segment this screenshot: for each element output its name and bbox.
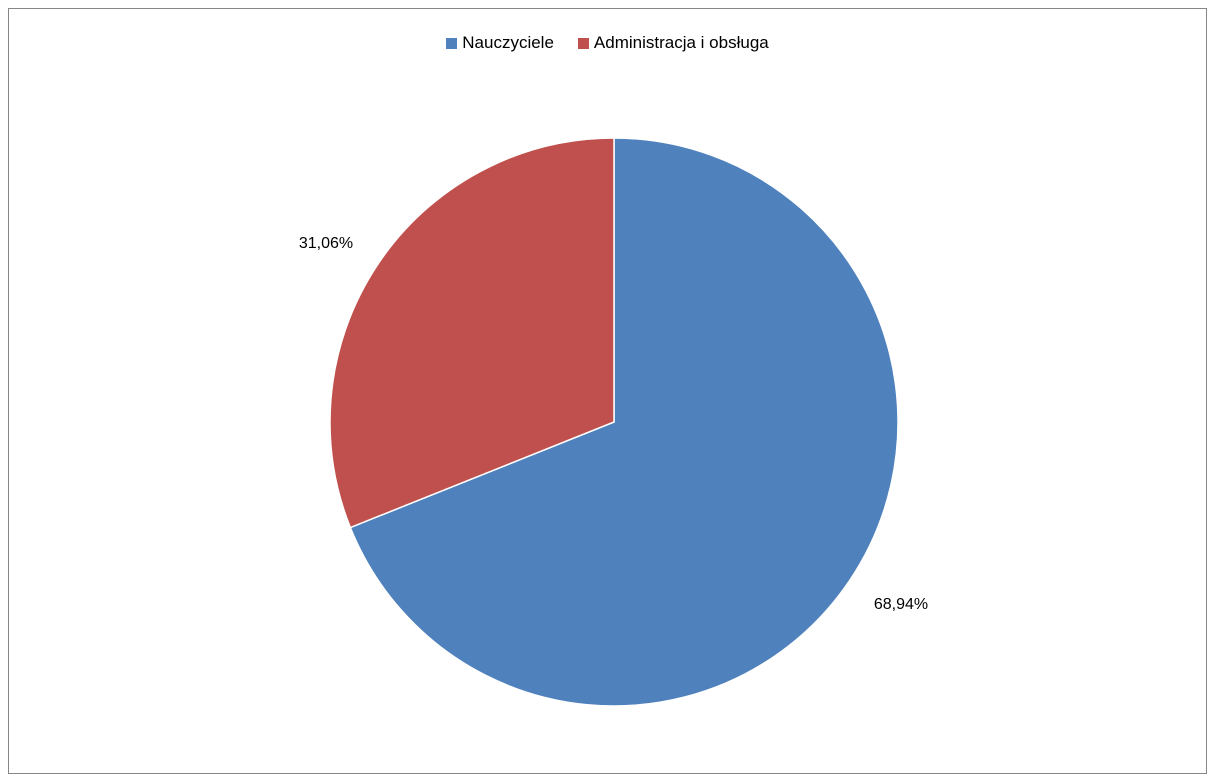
chart-area: Nauczyciele Administracja i obsługa 68,9…	[8, 8, 1207, 774]
pie-slices	[329, 137, 899, 707]
pie-chart: 68,94% 31,06%	[299, 137, 928, 707]
legend-item-administracja: Administracja i obsługa	[577, 33, 769, 53]
data-label-administracja: 31,06%	[299, 235, 353, 252]
legend-swatch-nauczyciele	[446, 37, 458, 49]
pie-data-labels: 68,94% 31,06%	[299, 235, 928, 613]
legend-item-nauczyciele: Nauczyciele	[446, 33, 554, 53]
legend-swatch-administracja	[577, 37, 589, 49]
legend-label-administracja: Administracja i obsługa	[593, 33, 769, 52]
pie-slice-administracja	[329, 137, 615, 529]
legend: Nauczyciele Administracja i obsługa	[9, 33, 1206, 53]
legend-label-nauczyciele: Nauczyciele	[462, 33, 554, 52]
data-label-nauczyciele: 68,94%	[874, 596, 928, 613]
pie-slice-nauczyciele	[349, 137, 899, 707]
